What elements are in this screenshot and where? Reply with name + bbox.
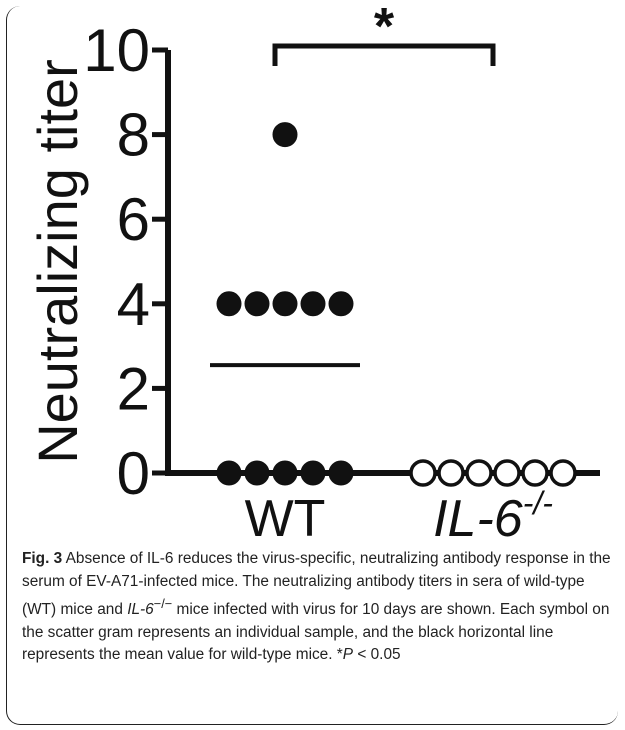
caption-gene: IL-6 (127, 601, 154, 619)
data-point (216, 291, 242, 317)
data-point (216, 460, 242, 486)
data-point (549, 459, 577, 487)
x-category-label: IL-6-/- (433, 485, 553, 545)
figure-caption: Fig. 3 Absence of IL-6 reduces the virus… (22, 548, 612, 667)
y-tick-label: 4 (117, 271, 150, 338)
data-point (328, 460, 354, 486)
data-point (272, 460, 298, 486)
y-tick-label: 6 (117, 186, 150, 253)
y-tick-label: 2 (117, 355, 150, 422)
figure-frame (6, 6, 618, 725)
caption-gene-sup: −/− (153, 596, 173, 611)
data-point (493, 459, 521, 487)
data-point (328, 291, 354, 317)
data-point (244, 460, 270, 486)
caption-text-1: Absence of IL-6 reduces the virus-specif… (22, 550, 611, 619)
y-tick-label: 8 (117, 102, 150, 169)
data-point (521, 459, 549, 487)
data-point (465, 459, 493, 487)
data-point (300, 460, 326, 486)
x-category-label: WT (245, 490, 326, 545)
data-point (272, 291, 298, 317)
data-point (437, 459, 465, 487)
significance-bracket (272, 43, 496, 66)
caption-text-3: < 0.05 (353, 646, 401, 664)
significance-star: * (374, 0, 395, 56)
y-tick-label: 10 (83, 17, 150, 84)
data-point (300, 291, 326, 317)
caption-text-2: mice infected with virus for 10 days are… (22, 601, 610, 664)
caption-label: Fig. 3 (22, 550, 63, 567)
y-tick-label: 0 (117, 440, 150, 507)
x-category-label-superscript: -/- (523, 485, 553, 521)
caption-p: P (342, 646, 354, 664)
data-point (409, 459, 437, 487)
y-axis-title: Neutralizing titer (26, 59, 89, 464)
data-point (272, 122, 298, 148)
data-point (244, 291, 270, 317)
